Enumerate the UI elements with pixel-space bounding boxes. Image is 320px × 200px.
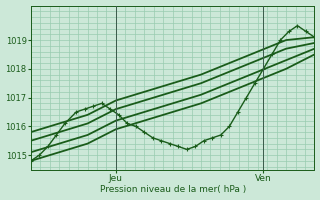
X-axis label: Pression niveau de la mer( hPa ): Pression niveau de la mer( hPa )	[100, 185, 246, 194]
